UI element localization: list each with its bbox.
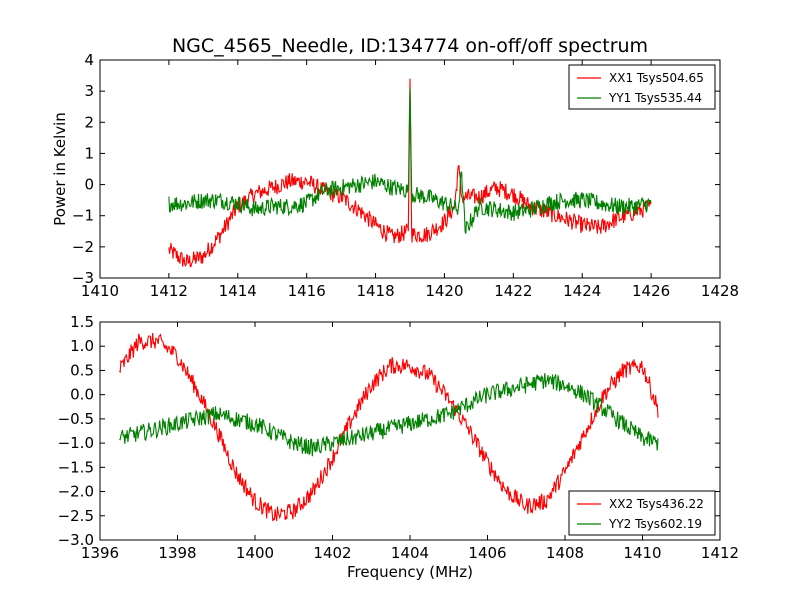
legend-label: XX2 Tsys436.22 — [609, 497, 704, 511]
legend-box — [568, 64, 716, 110]
x-tick-label: 1400 — [236, 544, 274, 562]
plot-frame — [99, 59, 721, 279]
x-tick-label: 1410 — [623, 544, 661, 562]
legend-label: YY2 Tsys602.19 — [608, 517, 702, 531]
y-tick-label: 1.5 — [70, 313, 94, 331]
y-tick-label: −2 — [72, 238, 94, 256]
legend-box — [568, 490, 716, 536]
legend: XX2 Tsys436.22 YY2 Tsys602.19 — [568, 490, 716, 536]
x-tick-label: 1428 — [701, 282, 739, 300]
x-tick-label: 1424 — [563, 282, 601, 300]
y-tick-label: −1 — [72, 207, 94, 225]
y-axis-label: Power in Kelvin — [51, 112, 69, 226]
series-line-2 — [119, 373, 659, 457]
series-line-2 — [168, 88, 652, 234]
y-tick-label: 4 — [84, 51, 94, 69]
y-tick-label: −3 — [72, 269, 94, 287]
y-tick-label: 0.5 — [70, 361, 94, 379]
y-tick-label: −0.5 — [58, 410, 94, 428]
legend-label: XX1 Tsys504.65 — [609, 71, 704, 85]
x-tick-label: 1418 — [356, 282, 394, 300]
series-line-1 — [168, 78, 652, 268]
y-tick-label: −2.0 — [58, 483, 94, 501]
y-tick-label: −1.5 — [58, 458, 94, 476]
legend-label: YY1 Tsys535.44 — [608, 91, 702, 105]
x-tick-label: 1398 — [158, 544, 196, 562]
x-tick-label: 1410 — [81, 282, 119, 300]
chart-panel-2: 1396 1398 1400 1402 1404 1406 1408 1410 1412 −3.0… — [58, 313, 740, 581]
x-tick-label: 1422 — [494, 282, 532, 300]
y-tick-label: −1.0 — [58, 434, 94, 452]
y-tick-label: 3 — [84, 82, 94, 100]
y-tick-label: 1.0 — [70, 337, 94, 355]
x-tick-label: 1412 — [701, 544, 739, 562]
series-group — [118, 333, 659, 522]
legend: XX1 Tsys504.65 YY1 Tsys535.44 — [568, 64, 716, 110]
x-tick-label: 1406 — [468, 544, 506, 562]
x-tick-label: 1416 — [288, 282, 326, 300]
y-tick-label: 1 — [84, 144, 94, 162]
y-tick-label: 0 — [84, 176, 94, 194]
series-group — [168, 78, 652, 268]
y-tick-label: 0.0 — [70, 386, 94, 404]
y-tick-label: −3.0 — [58, 531, 94, 549]
x-tick-label: 1420 — [425, 282, 463, 300]
x-tick-label: 1408 — [546, 544, 584, 562]
x-tick-label: 1414 — [219, 282, 257, 300]
x-tick-label: 1412 — [150, 282, 188, 300]
y-tick-label: 2 — [84, 113, 94, 131]
x-tick-label: 1396 — [81, 544, 119, 562]
x-axis-label: Frequency (MHz) — [347, 563, 473, 581]
x-tick-label: 1426 — [632, 282, 670, 300]
x-tick-label: 1404 — [391, 544, 429, 562]
chart-panel-1: 1410 1412 1414 1416 1418 1420 1422 1424 1426 1428… — [51, 35, 739, 300]
chart-title: NGC_4565_Needle, ID:134774 on-off/off sp… — [172, 35, 648, 57]
y-tick-label: −2.5 — [58, 507, 94, 525]
x-tick-label: 1402 — [313, 544, 351, 562]
